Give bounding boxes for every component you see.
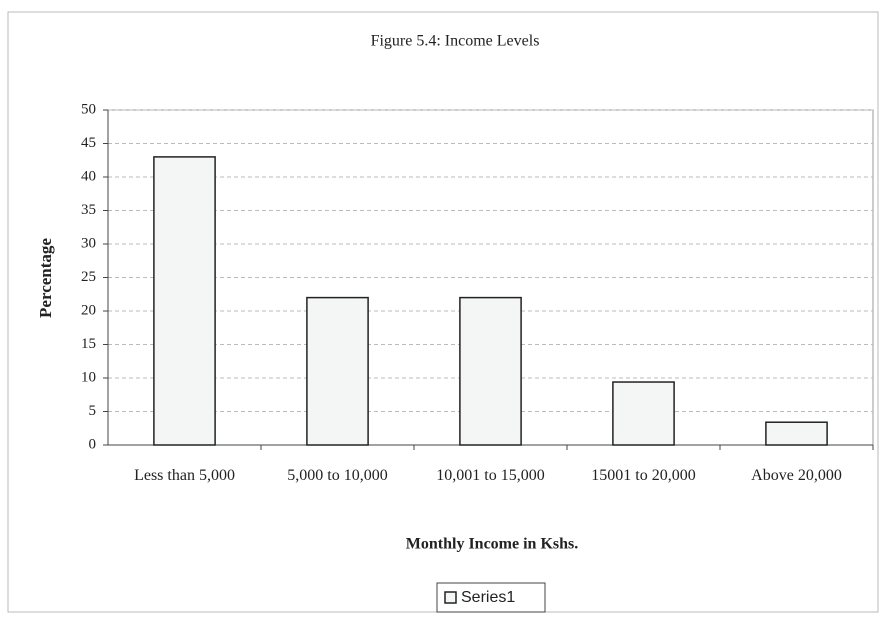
chart-title: Figure 5.4: Income Levels (371, 33, 540, 50)
x-axis-title: Monthly Income in Kshs. (406, 536, 578, 553)
x-tick-label: 10,001 to 15,000 (436, 467, 545, 484)
y-tick-label: 35 (81, 202, 96, 218)
x-tick-label: 5,000 to 10,000 (287, 467, 388, 484)
y-tick-label: 40 (81, 168, 96, 184)
y-tick-label: 5 (89, 403, 97, 419)
x-tick-label: Less than 5,000 (134, 467, 235, 484)
y-tick-label: 0 (89, 436, 97, 452)
y-tick-label: 15 (81, 336, 96, 352)
y-tick-label: 10 (81, 369, 96, 385)
bar (765, 421, 828, 446)
bar (459, 296, 522, 446)
y-tick-label: 25 (81, 269, 96, 285)
bar (306, 296, 369, 446)
y-tick-label: 45 (81, 135, 96, 151)
legend-swatch (444, 591, 457, 604)
y-tick-label: 20 (81, 302, 96, 318)
bar (612, 381, 675, 446)
x-tick-label: Above 20,000 (751, 467, 842, 484)
y-axis-title: Percentage (36, 238, 55, 318)
x-tick-label: 15001 to 20,000 (591, 467, 696, 484)
y-tick-label: 30 (81, 235, 96, 251)
bar (153, 156, 216, 446)
y-tick-label: 50 (81, 101, 96, 117)
legend-label: Series1 (461, 589, 515, 606)
